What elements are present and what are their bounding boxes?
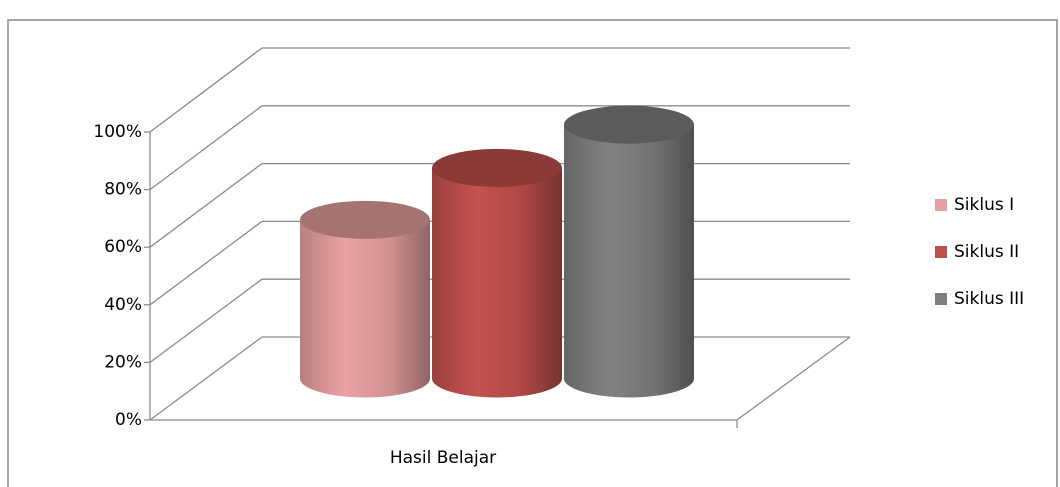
grid-line-side: [149, 278, 263, 363]
cylinder-top: [432, 148, 562, 187]
legend-swatch: [935, 199, 947, 211]
y-tick-label: 80%: [104, 180, 142, 200]
y-tick-label: 60%: [104, 237, 142, 257]
grid-line-side: [149, 105, 263, 191]
cylinder-top: [300, 200, 430, 239]
legend-label: Siklus III: [954, 289, 1024, 309]
cylinder-body: [300, 219, 430, 398]
grid-line-side: [149, 163, 263, 248]
legend-swatch: [935, 246, 947, 258]
cylinder-top: [564, 105, 694, 144]
grid-line-side: [149, 47, 263, 133]
legend-label: Siklus I: [954, 195, 1014, 215]
legend-label: Siklus II: [954, 242, 1019, 262]
legend-swatch: [935, 293, 947, 305]
grid-line-side: [149, 220, 263, 306]
floor-right: [736, 336, 851, 421]
grid-line-side: [149, 336, 263, 421]
y-tick-label: 100%: [93, 122, 142, 142]
cylinder-body: [564, 124, 694, 398]
y-tick-label: 40%: [104, 295, 142, 315]
x-tick-label: Hasil Belajar: [390, 448, 496, 468]
cylinder-body: [432, 167, 562, 398]
y-tick-label: 0%: [115, 410, 142, 430]
y-tick-label: 20%: [104, 352, 142, 372]
